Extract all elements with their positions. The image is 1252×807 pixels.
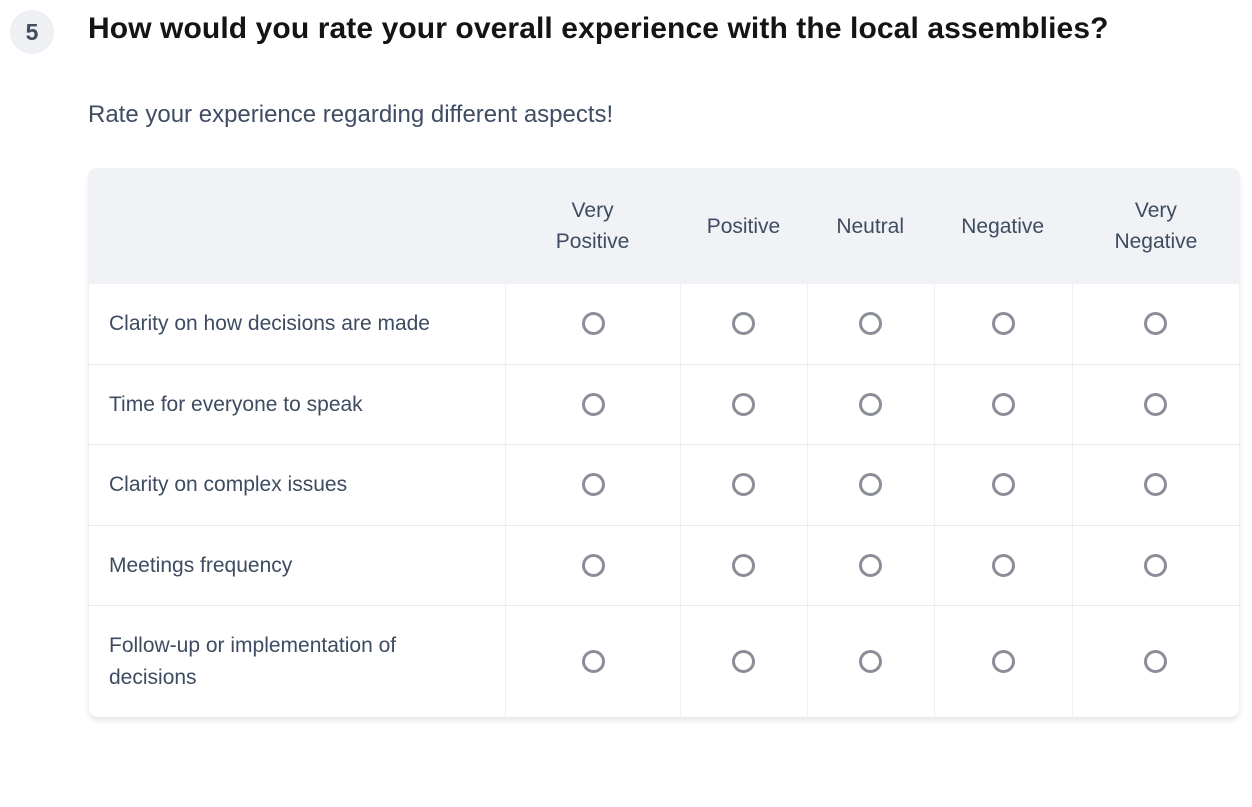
radio-button-negative[interactable] xyxy=(991,392,1015,416)
matrix-cell xyxy=(806,364,934,445)
matrix-cell xyxy=(1071,445,1240,526)
matrix-cell xyxy=(806,284,934,365)
matrix-cell xyxy=(505,364,681,445)
matrix-corner-cell xyxy=(88,168,506,284)
matrix-cell xyxy=(933,445,1072,526)
radio-button-very-positive[interactable] xyxy=(581,312,605,336)
radio-button-negative[interactable] xyxy=(991,473,1015,497)
radio-button-negative[interactable] xyxy=(991,312,1015,336)
matrix-header: Very Positive Positive Neutral Negative … xyxy=(88,168,1240,284)
radio-button-positive[interactable] xyxy=(732,553,756,577)
matrix-cell xyxy=(933,284,1072,365)
matrix-cell xyxy=(806,606,934,718)
column-header-positive: Positive xyxy=(680,168,807,284)
radio-button-very-positive[interactable] xyxy=(581,473,605,497)
matrix-cell xyxy=(505,606,681,718)
question-title: How would you rate your overall experien… xyxy=(88,12,1109,45)
matrix-cell xyxy=(806,525,934,606)
question-number: 5 xyxy=(25,18,39,45)
matrix-row-complex-issues: Clarity on complex issues xyxy=(88,445,1240,526)
radio-button-very-positive[interactable] xyxy=(581,392,605,416)
matrix-cell xyxy=(933,364,1072,445)
column-header-very-negative: Very Negative xyxy=(1071,168,1240,284)
matrix-cell xyxy=(1071,364,1240,445)
matrix-cell xyxy=(1071,606,1240,718)
matrix-cell xyxy=(680,364,807,445)
radio-button-very-positive[interactable] xyxy=(581,553,605,577)
matrix-row-follow-up: Follow-up or implementation of decisions xyxy=(88,606,1240,718)
column-header-label: Very Positive xyxy=(555,199,630,253)
column-header-very-positive: Very Positive xyxy=(505,168,681,284)
matrix-cell xyxy=(505,525,681,606)
matrix-cell xyxy=(680,525,807,606)
row-label: Time for everyone to speak xyxy=(88,364,506,445)
column-header-label: Negative xyxy=(961,214,1045,238)
question-description: Rate your experience regarding different… xyxy=(88,101,614,128)
rating-matrix-table: Very Positive Positive Neutral Negative … xyxy=(88,168,1240,718)
radio-button-very-negative[interactable] xyxy=(1144,473,1168,497)
radio-button-negative[interactable] xyxy=(991,553,1015,577)
radio-button-very-negative[interactable] xyxy=(1144,392,1168,416)
row-label: Clarity on how decisions are made xyxy=(88,284,506,365)
matrix-cell xyxy=(933,525,1072,606)
radio-button-neutral[interactable] xyxy=(859,473,883,497)
radio-button-neutral[interactable] xyxy=(859,650,883,673)
radio-button-very-positive[interactable] xyxy=(581,650,605,673)
radio-button-neutral[interactable] xyxy=(859,553,883,577)
matrix-cell xyxy=(933,606,1072,718)
matrix-header-row: Very Positive Positive Neutral Negative … xyxy=(88,168,1240,284)
radio-button-very-negative[interactable] xyxy=(1144,312,1168,336)
radio-button-very-negative[interactable] xyxy=(1144,650,1168,673)
row-label: Clarity on complex issues xyxy=(88,445,506,526)
row-label: Meetings frequency xyxy=(88,525,506,606)
radio-button-positive[interactable] xyxy=(732,312,756,336)
matrix-cell xyxy=(505,284,681,365)
radio-button-positive[interactable] xyxy=(732,473,756,497)
radio-button-neutral[interactable] xyxy=(859,312,883,336)
row-label: Follow-up or implementation of decisions xyxy=(88,606,506,718)
radio-button-neutral[interactable] xyxy=(859,392,883,416)
matrix-row-decisions-clarity: Clarity on how decisions are made xyxy=(88,284,1240,365)
column-header-negative: Negative xyxy=(933,168,1072,284)
matrix-body: Clarity on how decisions are made Time f… xyxy=(88,284,1240,718)
matrix-cell xyxy=(1071,525,1240,606)
matrix-cell xyxy=(680,284,807,365)
matrix-cell xyxy=(1071,284,1240,365)
matrix-row-time-to-speak: Time for everyone to speak xyxy=(88,364,1240,445)
matrix-row-meetings-frequency: Meetings frequency xyxy=(88,525,1240,606)
column-header-label: Very Negative xyxy=(1114,199,1198,253)
radio-button-positive[interactable] xyxy=(732,650,756,673)
question-number-badge: 5 xyxy=(10,10,54,54)
rating-matrix: Very Positive Positive Neutral Negative … xyxy=(88,168,1240,718)
column-header-neutral: Neutral xyxy=(806,168,934,284)
radio-button-negative[interactable] xyxy=(991,650,1015,673)
matrix-cell xyxy=(505,445,681,526)
matrix-cell xyxy=(680,445,807,526)
column-header-label: Positive xyxy=(706,214,781,238)
matrix-cell xyxy=(680,606,807,718)
column-header-label: Neutral xyxy=(836,214,905,238)
radio-button-positive[interactable] xyxy=(732,392,756,416)
matrix-cell xyxy=(806,445,934,526)
radio-button-very-negative[interactable] xyxy=(1144,553,1168,577)
